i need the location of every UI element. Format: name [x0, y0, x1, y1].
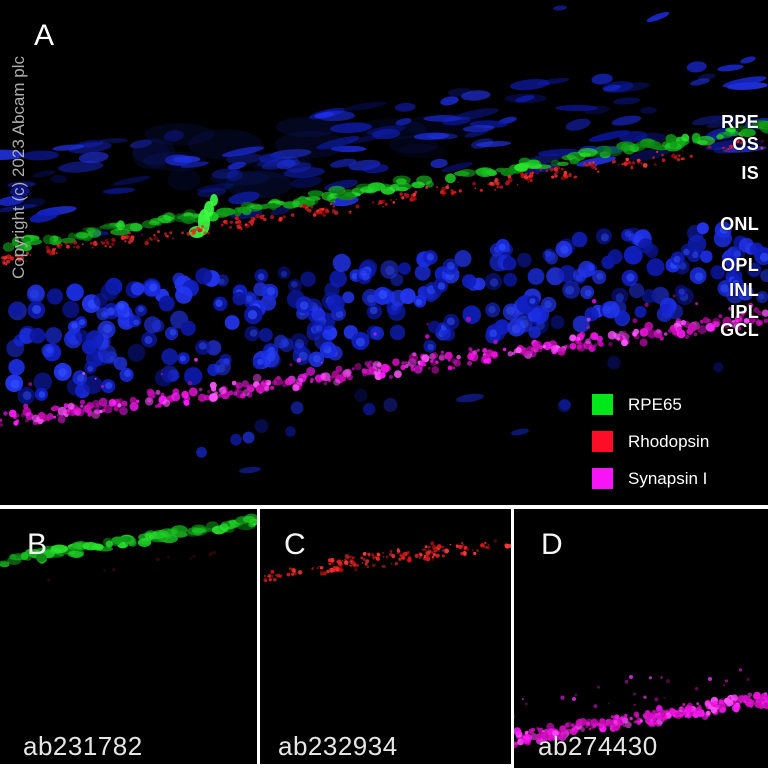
legend-item-label: Rhodopsin: [628, 432, 710, 451]
layer-label-rpe: RPE: [721, 112, 759, 132]
legend-swatch-1: [592, 394, 613, 415]
retinal-layer-labels: RPE OS IS ONL OPL INL IPL GCL: [720, 112, 759, 340]
layer-label-inl: INL: [729, 280, 759, 300]
rpe65-channel-image: [0, 513, 257, 582]
synapsin-channel-image: [514, 668, 768, 749]
panel-d-letter: D: [541, 528, 563, 561]
rhodopsin-channel-image: [263, 539, 511, 583]
panel-c-letter: C: [284, 528, 306, 561]
panel-c-antibody-code: ab232934: [278, 731, 398, 761]
legend-item-label: Synapsin I: [628, 469, 708, 488]
legend-item-rpe65: RPE65: [592, 394, 709, 415]
layer-label-os: OS: [732, 134, 759, 154]
legend-item-synapsin-i: Synapsin I: [592, 468, 709, 489]
panel-b-antibody-code: ab231782: [23, 731, 143, 761]
panel-c-rhodopsin-micrograph: C ab232934: [260, 509, 511, 764]
layer-label-is: IS: [741, 163, 759, 183]
layer-label-gcl: GCL: [720, 320, 759, 340]
legend-swatch-3: [592, 468, 613, 489]
panel-b-rpe65-micrograph: B ab231782: [0, 509, 257, 764]
panel-divider-horizontal: [0, 505, 768, 509]
legend-swatch-2: [592, 431, 613, 452]
layer-label-opl: OPL: [721, 255, 759, 275]
legend-item-rhodopsin: Rhodopsin: [592, 431, 709, 452]
panel-divider-c-d: [511, 509, 514, 768]
bottom-border-b-c: [0, 764, 514, 768]
panel-d-synapsin-micrograph: D ab274430: [514, 509, 768, 768]
panel-a-letter: A: [34, 19, 55, 52]
layer-label-onl: ONL: [720, 214, 759, 234]
layer-label-ipl: IPL: [730, 302, 759, 322]
panel-divider-b-c: [257, 509, 260, 768]
stain-legend: RPE65 Rhodopsin Synapsin I: [592, 394, 709, 505]
legend-item-label: RPE65: [628, 395, 682, 414]
retina-merge-image: [0, 5, 768, 474]
panel-b-letter: B: [27, 528, 48, 561]
panel-a-merged-micrograph: A Copyright (c) 2023 Abcam plc RPE OS IS ON…: [0, 5, 768, 505]
panel-d-antibody-code: ab274430: [538, 731, 658, 761]
